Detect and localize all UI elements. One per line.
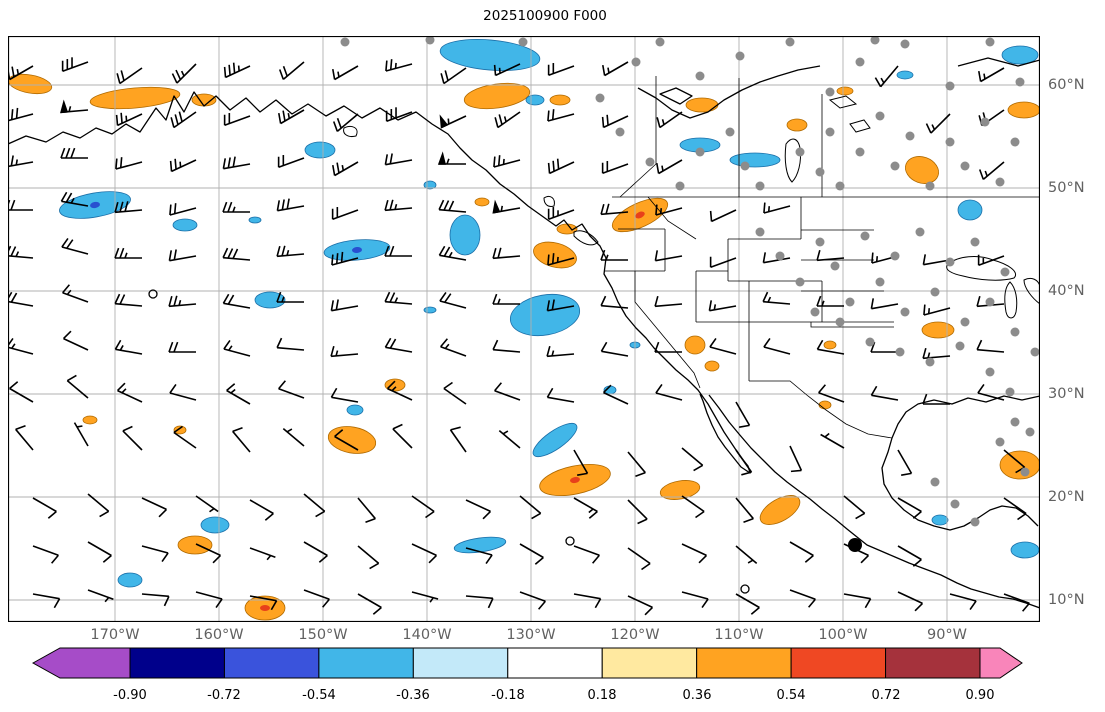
colorbar-tick-label: 0.54 (776, 688, 806, 703)
colorbar-tick-label: 0.90 (965, 688, 995, 703)
x-tick-label: 120°W (610, 627, 660, 643)
colorbar-tick-label: 0.36 (682, 688, 712, 703)
x-tick-label: 90°W (926, 627, 968, 643)
x-tick-label: 150°W (298, 627, 348, 643)
x-tick-label: 130°W (506, 627, 556, 643)
colorbar-tick-label: 0.72 (871, 688, 901, 703)
y-tick-label: 40°N (1048, 283, 1085, 299)
colorbar-tick-label: -0.18 (491, 688, 525, 703)
x-tick-label: 170°W (90, 627, 140, 643)
colorbar-tick-label: -0.54 (302, 688, 336, 703)
x-tick-label: 110°W (714, 627, 764, 643)
x-tick-label: 140°W (402, 627, 452, 643)
x-tick-label: 160°W (194, 627, 244, 643)
colorbar-tick-label: -0.36 (396, 688, 430, 703)
colorbar-tick-label: -0.72 (207, 688, 241, 703)
y-tick-label: 20°N (1048, 489, 1085, 505)
x-tick-label: 100°W (818, 627, 868, 643)
plot-title: 2025100900 F000 (483, 8, 607, 24)
y-tick-label: 60°N (1048, 77, 1085, 93)
colorbar (31, 647, 1023, 679)
weather-map (8, 36, 1040, 622)
y-tick-label: 10°N (1048, 592, 1085, 608)
y-tick-label: 30°N (1048, 386, 1085, 402)
y-tick-label: 50°N (1048, 180, 1085, 196)
colorbar-tick-label: 0.18 (587, 688, 617, 703)
colorbar-tick-label: -0.90 (113, 688, 147, 703)
